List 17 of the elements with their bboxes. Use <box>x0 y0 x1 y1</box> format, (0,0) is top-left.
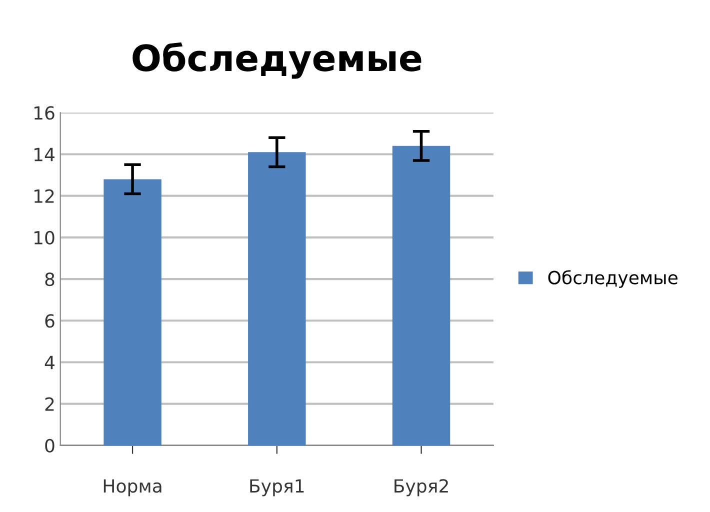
bar <box>104 179 162 446</box>
y-tick-label: 12 <box>34 189 54 203</box>
x-tick-label: Норма <box>104 479 162 496</box>
bar <box>392 146 450 446</box>
y-tick-label: 16 <box>34 106 54 120</box>
bar <box>248 152 306 446</box>
x-tick-label: Буря1 <box>250 479 304 496</box>
y-tick-label: 4 <box>44 356 54 370</box>
y-tick-label: 10 <box>34 230 54 245</box>
x-tick-label: Буря2 <box>394 479 448 496</box>
y-tick-label: 14 <box>34 148 54 162</box>
y-tick-label: 0 <box>45 438 54 453</box>
y-tick-label: 8 <box>45 272 54 286</box>
legend-label: Обследуемые <box>548 270 678 288</box>
chart-title: Обследуемые <box>132 42 422 79</box>
y-tick-label: 2 <box>45 397 54 411</box>
y-tick-label: 6 <box>45 314 54 328</box>
